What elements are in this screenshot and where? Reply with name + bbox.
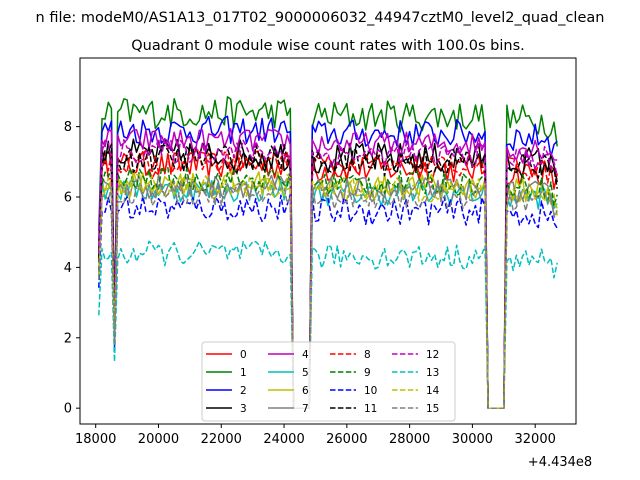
x-tick-label: 30000	[452, 432, 493, 447]
x-tick-label: 18000	[75, 432, 116, 447]
x-tick-label: 26000	[326, 432, 367, 447]
legend-label-4: 4	[302, 349, 309, 361]
x-tick-label: 20000	[138, 432, 179, 447]
series-line-9	[98, 166, 558, 409]
legend-label-11: 11	[364, 403, 377, 415]
x-axis: 18000 20000 22000 24000 26000 28000 30000 32000	[75, 424, 556, 447]
y-tick-label: 2	[64, 331, 72, 346]
legend-label-12: 12	[426, 349, 439, 361]
series-line-4	[98, 128, 558, 409]
legend-label-7: 7	[302, 403, 309, 415]
legend-label-2: 2	[240, 385, 247, 397]
plot-lines	[98, 96, 558, 409]
legend-label-9: 9	[364, 367, 371, 379]
legend-label-0: 0	[240, 349, 247, 361]
x-tick-label: 28000	[389, 432, 430, 447]
plot-frame	[79, 57, 577, 425]
x-tick-label: 32000	[515, 432, 556, 447]
legend-label-3: 3	[240, 403, 247, 415]
legend-label-8: 8	[364, 349, 371, 361]
legend-label-14: 14	[426, 385, 440, 397]
series-line-15	[98, 180, 558, 409]
y-axis: 0 2 4 6 8	[64, 120, 80, 417]
x-offset-label: +4.434e8	[528, 455, 592, 470]
series-line-12	[98, 138, 558, 409]
suptitle: n file: modeM0/AS1A13_017T02_9000006032_…	[36, 10, 605, 26]
y-tick-label: 0	[64, 402, 72, 417]
series-line-0	[98, 150, 558, 409]
y-tick-label: 6	[64, 191, 72, 206]
x-tick-label: 22000	[201, 432, 242, 447]
legend-label-13: 13	[426, 367, 439, 379]
legend-label-1: 1	[240, 367, 247, 379]
series-line-5	[98, 177, 558, 409]
series-line-14	[98, 173, 558, 409]
series-line-8	[98, 149, 558, 409]
series-line-1	[98, 96, 558, 409]
series-line-10	[98, 193, 558, 409]
legend-label-6: 6	[302, 385, 309, 397]
y-tick-label: 8	[64, 120, 72, 135]
x-tick-label: 24000	[263, 432, 304, 447]
legend-box	[201, 341, 456, 422]
chart-title: Quadrant 0 module wise count rates with …	[131, 38, 525, 54]
legend-label-15: 15	[426, 403, 439, 415]
series-line-11	[98, 143, 558, 409]
series-line-2	[98, 115, 558, 409]
y-tick-label: 4	[64, 261, 72, 276]
legend-label-10: 10	[364, 385, 377, 397]
legend-label-5: 5	[302, 367, 309, 379]
